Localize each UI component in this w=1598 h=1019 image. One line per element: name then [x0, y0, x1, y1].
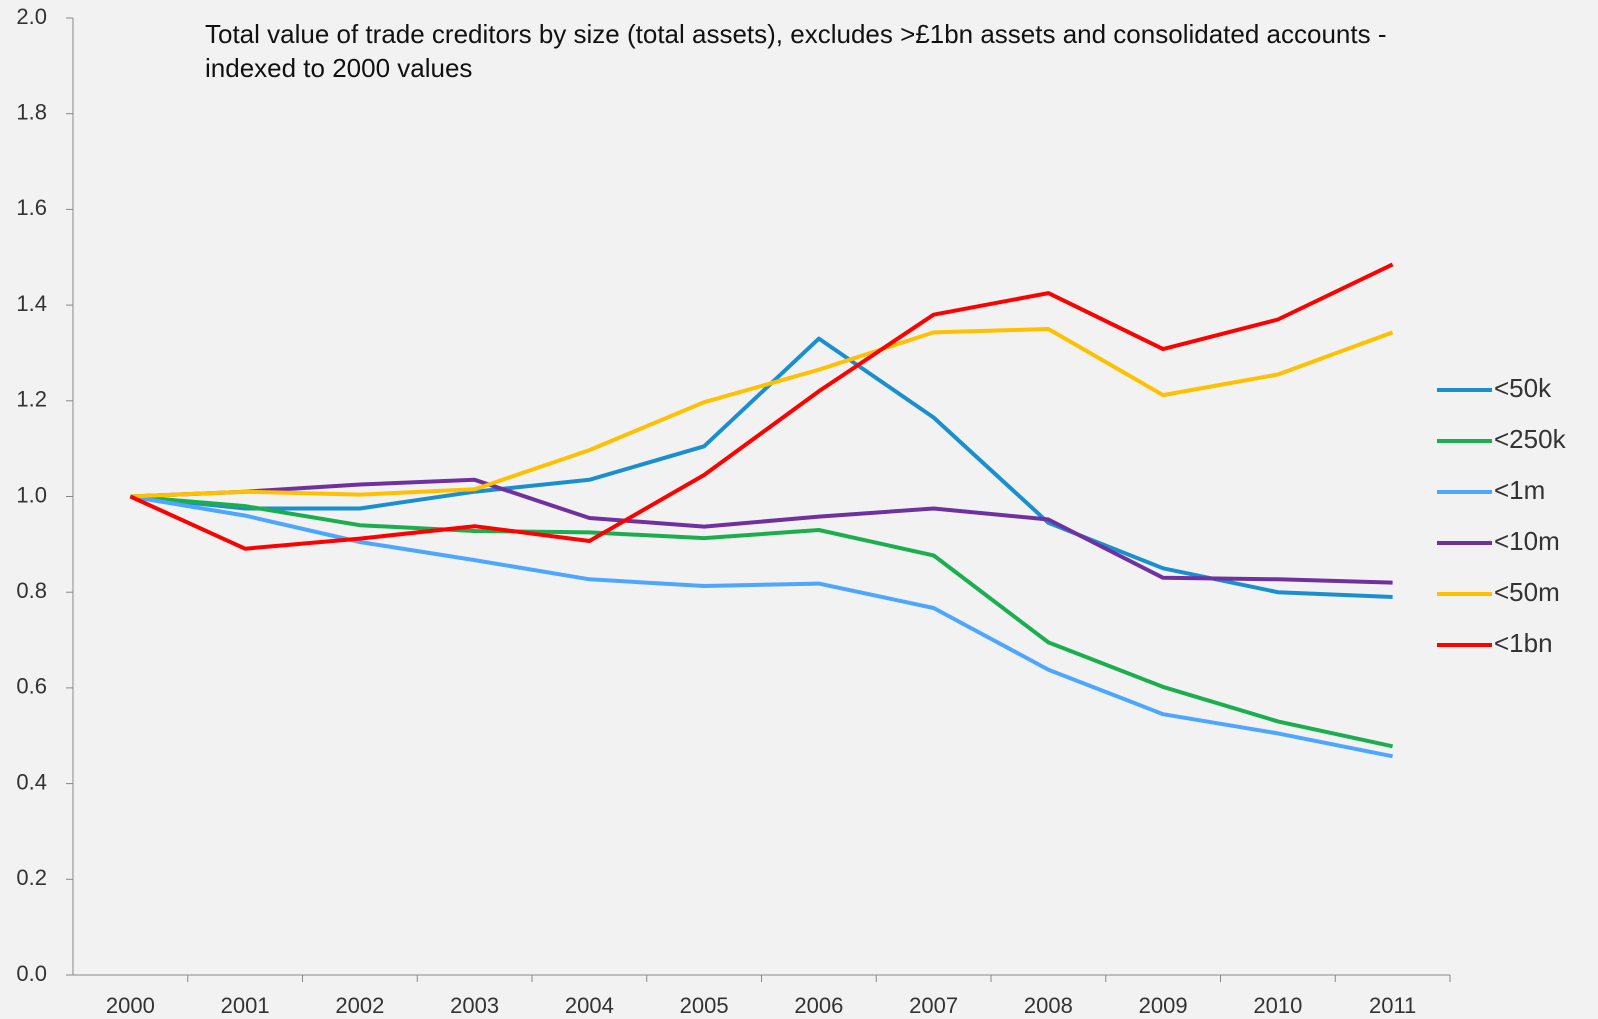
legend-label: <250k — [1494, 424, 1567, 454]
legend-label: <10m — [1494, 526, 1560, 556]
series-line — [129, 262, 1394, 551]
y-tick-label: 2.0 — [16, 4, 47, 29]
x-tick-label: 2005 — [680, 993, 729, 1018]
y-tick-label: 1.4 — [16, 291, 47, 316]
series-line — [130, 494, 1393, 759]
x-tick-label: 2008 — [1024, 993, 1073, 1018]
y-tick-label: 1.0 — [16, 482, 47, 507]
x-tick-label: 2003 — [450, 993, 499, 1018]
y-tick-label: 0.4 — [16, 769, 47, 794]
y-tick-label: 0.6 — [16, 674, 47, 699]
y-tick-label: 1.6 — [16, 195, 47, 220]
x-tick-label: 2011 — [1369, 993, 1416, 1018]
series-line — [130, 477, 1393, 585]
x-tick-label: 2010 — [1253, 993, 1302, 1018]
x-tick-label: 2001 — [221, 993, 270, 1018]
series-line — [130, 494, 1394, 749]
legend-label: <50k — [1494, 373, 1552, 403]
series-line — [130, 327, 1394, 499]
y-tick-label: 0.8 — [16, 578, 47, 603]
y-tick-label: 0.0 — [16, 961, 47, 986]
x-tick-label: 2009 — [1139, 993, 1188, 1018]
x-tick-label: 2007 — [909, 993, 958, 1018]
x-tick-label: 2006 — [794, 993, 843, 1018]
legend-label: <1bn — [1494, 628, 1553, 658]
series-line — [130, 336, 1393, 599]
x-tick-label: 2004 — [565, 993, 614, 1018]
chart-title: Total value of trade creditors by size (… — [205, 19, 1387, 83]
legend-label: <1m — [1494, 475, 1545, 505]
x-tick-label: 2002 — [335, 993, 384, 1018]
legend-label: <50m — [1494, 577, 1560, 607]
y-tick-label: 0.2 — [16, 865, 47, 890]
y-tick-label: 1.2 — [16, 387, 47, 412]
y-tick-label: 1.8 — [16, 100, 47, 125]
x-tick-label: 2000 — [106, 993, 155, 1018]
